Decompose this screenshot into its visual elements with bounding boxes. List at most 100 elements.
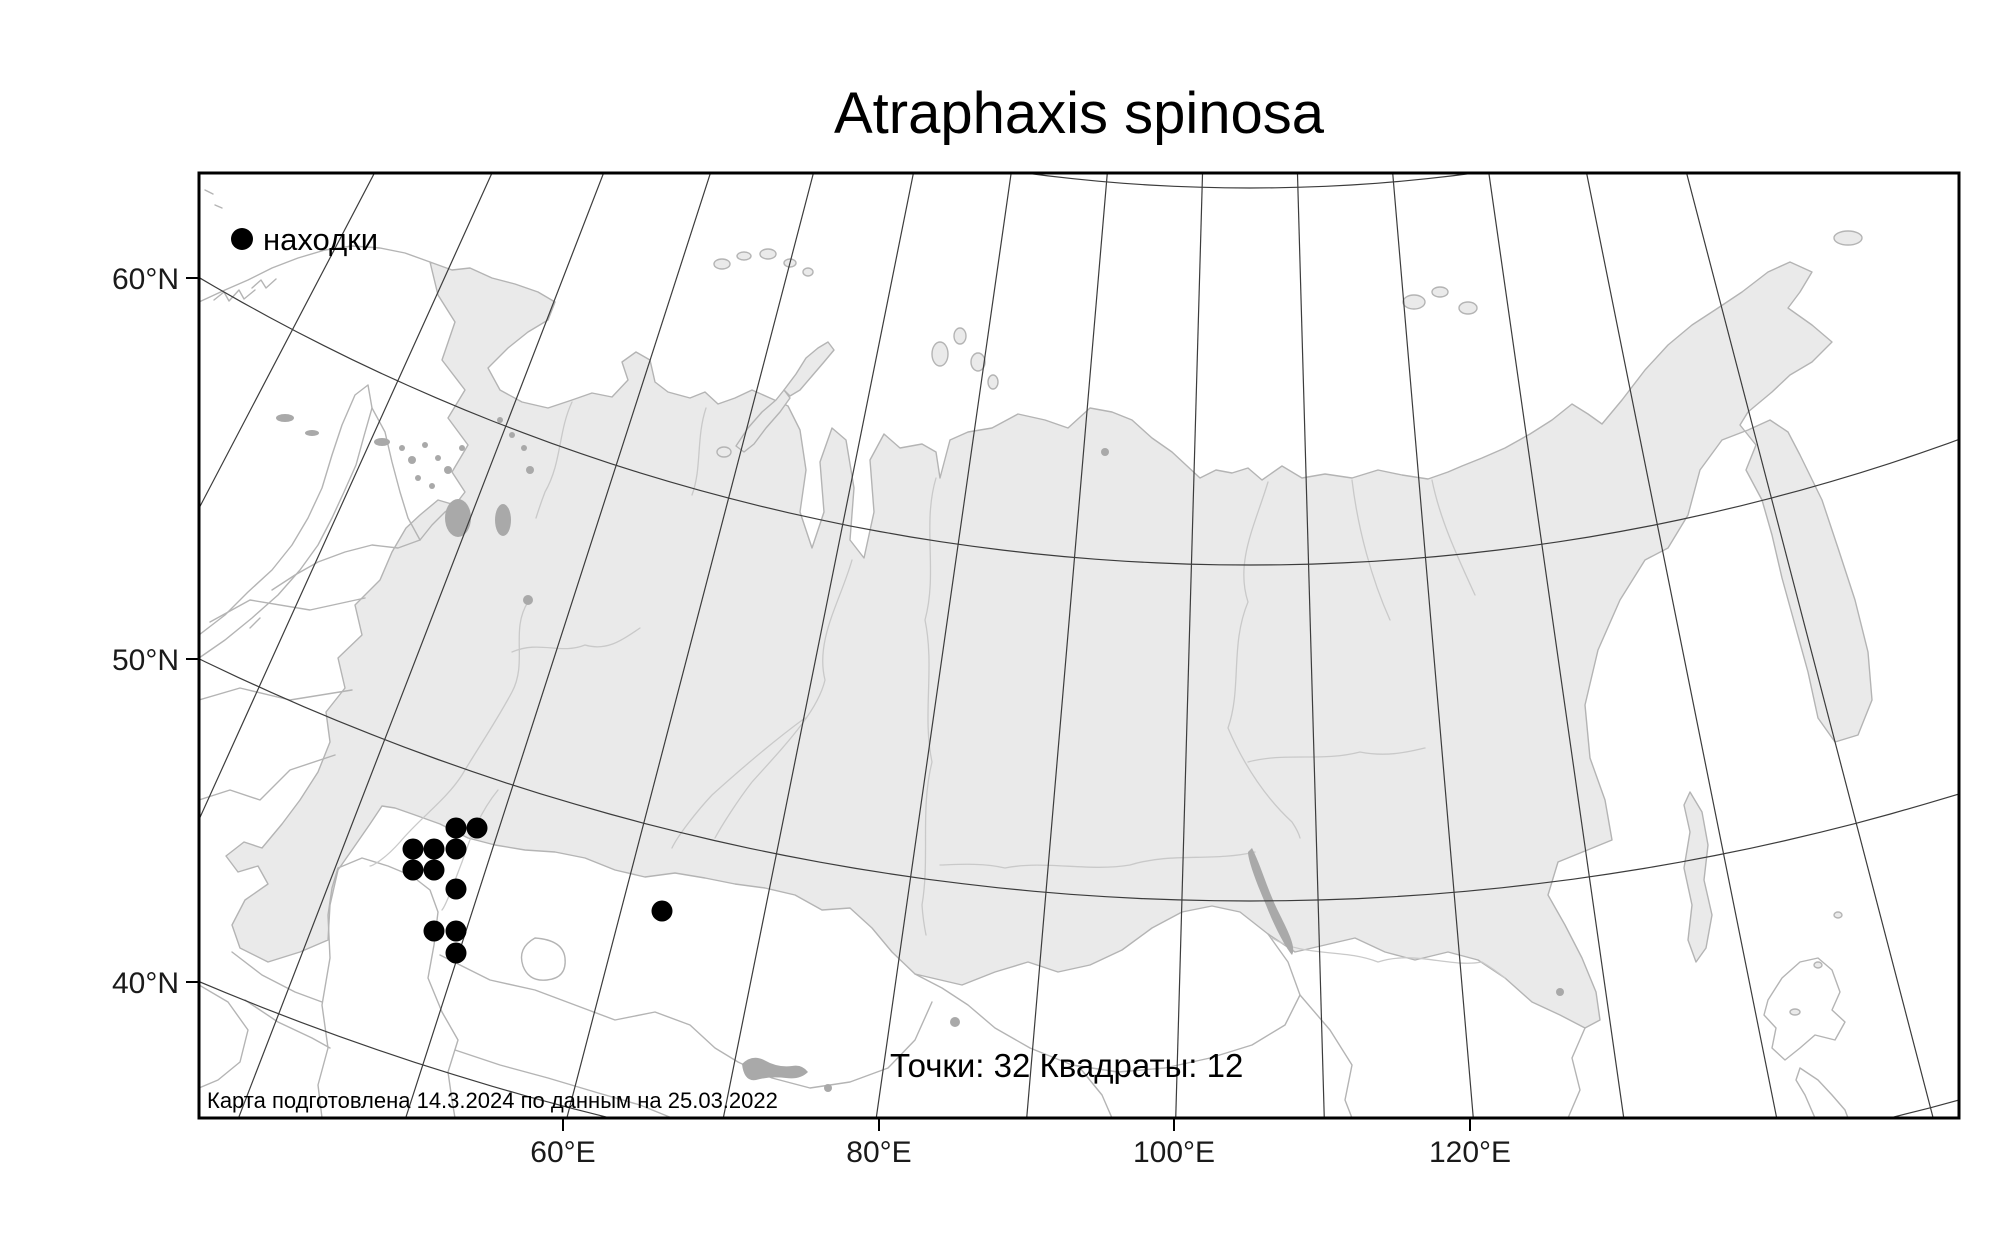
mongolia-border — [914, 933, 1301, 1073]
rivers — [369, 401, 1506, 979]
honshu-tip-outline — [1795, 1067, 1849, 1118]
norway-fjord-lines — [213, 278, 277, 302]
lake-balkhash — [742, 1057, 808, 1081]
map-caption: Карта подготовлена 14.3.2024 по данным н… — [207, 1088, 778, 1113]
sakhalin-island — [1683, 791, 1713, 963]
occurrence-dot — [423, 859, 445, 881]
meridian-100E — [1175, 173, 1204, 1118]
meridian-110E — [1296, 173, 1325, 1118]
sweden-baltic-coast — [199, 384, 373, 659]
occurrence-dot — [445, 942, 467, 964]
legend-dot-icon — [231, 228, 253, 250]
lon-tick-label: 100°E — [1133, 1136, 1215, 1169]
occurrence-dot — [445, 817, 467, 839]
stats-label: Точки: 32 Квадраты: 12 — [890, 1047, 1243, 1084]
lakes — [276, 414, 1564, 1092]
gulf-of-finland-estonia-coast — [271, 539, 421, 591]
russia-mainland — [225, 261, 1873, 1029]
occurrence-dot — [445, 878, 467, 900]
occurrence-dot — [651, 900, 673, 922]
lat-tick-label: 50°N — [112, 644, 179, 677]
northern-dvina-river — [535, 401, 573, 519]
map-frame — [197, 171, 1961, 1120]
meridian-20E — [199, 173, 376, 510]
ob-river — [714, 559, 853, 839]
legend-label: находки — [263, 222, 378, 257]
wrangel-island — [1833, 230, 1863, 246]
kuril-islands — [1789, 911, 1843, 1016]
lena-river — [1227, 481, 1301, 839]
lake-ladoga — [445, 499, 471, 537]
lake-baikal — [1248, 848, 1294, 955]
occurrence-dot — [423, 838, 445, 860]
occurrence-points — [402, 817, 673, 964]
russia-landmass — [225, 230, 1873, 1029]
meridian-130E — [1488, 173, 1625, 1118]
occurrence-dot — [445, 838, 467, 860]
lake-taymyr — [1101, 448, 1109, 456]
volga-river — [369, 601, 529, 867]
aral-sea-outline — [520, 937, 566, 981]
lon-tick-label: 120°E — [1429, 1136, 1511, 1169]
scandinavia-arctic-coast — [199, 245, 431, 303]
meridian-140E — [1585, 173, 1778, 1118]
angara-river — [939, 851, 1256, 869]
ural-river — [441, 789, 499, 911]
lon-tick-label: 60°E — [530, 1136, 595, 1169]
page-title: Atraphaxis spinosa — [834, 81, 1325, 146]
meridian-70E — [722, 173, 915, 1118]
occurrence-dot — [402, 838, 424, 860]
occurrence-dot — [402, 859, 424, 881]
meridian-90E — [1026, 173, 1108, 1118]
occurrence-dot — [445, 920, 467, 942]
franz-josef-land-islands — [713, 248, 814, 277]
severnaya-zemlya-islands — [931, 327, 999, 390]
meridian-150E — [1685, 173, 1934, 1118]
korea-coast — [1567, 1027, 1586, 1118]
meridian-30E — [199, 173, 493, 822]
lake-khanka — [1556, 988, 1564, 996]
new-siberian-islands — [1402, 286, 1478, 315]
parallel-50N — [199, 658, 1959, 902]
occurrence-dot — [466, 817, 488, 839]
rybinsk-reservoir — [523, 595, 533, 605]
lon-tick-label: 80°E — [846, 1136, 911, 1169]
novaya-zemlya-north-island — [783, 341, 835, 397]
finnish-lakes — [399, 417, 534, 489]
legend: находки — [231, 222, 378, 257]
kolyma-river — [1431, 479, 1476, 596]
occurrence-dot — [423, 920, 445, 942]
hokkaido-outline — [1763, 957, 1846, 1061]
kazakhstan-south-borders — [439, 954, 933, 1118]
lat-tick-label: 40°N — [112, 967, 179, 1000]
lat-tick-label: 60°N — [112, 263, 179, 296]
kama-river — [511, 627, 641, 653]
lake-zaysan — [950, 1017, 960, 1027]
pechora-river — [691, 407, 707, 496]
lake-issyk-kul — [824, 1084, 832, 1092]
parallel-60N — [199, 276, 1959, 566]
meridian-80E — [875, 173, 1012, 1118]
caspian-sea-outline — [317, 857, 459, 1118]
meridian-40E — [237, 173, 605, 1118]
svalbard-specks — [204, 189, 223, 209]
caucasus-borders — [199, 951, 331, 1089]
scandinavian-mountain-lakes — [276, 414, 390, 446]
foreign-coastlines — [199, 189, 1849, 1118]
gotland-island — [249, 617, 261, 629]
vaygach-island — [716, 446, 732, 458]
baltic-borders — [199, 597, 366, 801]
lake-onega — [495, 504, 511, 536]
parallel-70N — [1021, 173, 1479, 189]
novaya-zemlya-south-island — [735, 389, 791, 453]
axis-ticks: 60°N 50°N 40°N 60°E 80°E 100°E 120°E — [112, 263, 1511, 1169]
irtysh-river — [671, 717, 806, 849]
meridian-120E — [1392, 173, 1474, 1118]
indigirka-river — [1351, 479, 1391, 621]
aldan-river — [1247, 747, 1426, 763]
meridian-60E — [566, 173, 815, 1118]
china-border-lines — [1079, 994, 1353, 1118]
